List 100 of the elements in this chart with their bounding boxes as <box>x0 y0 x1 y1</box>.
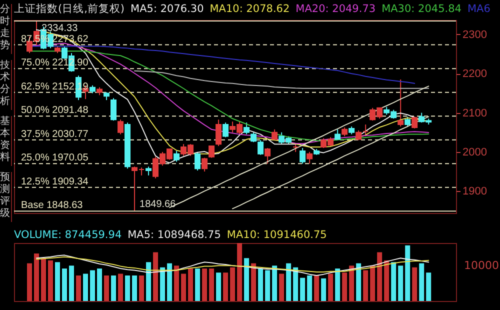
text: VOLUME: 874459.94 <box>14 229 122 241</box>
bar <box>419 263 424 301</box>
text: 技术分析 <box>0 60 12 110</box>
y-tick-label: 2000 <box>462 146 487 158</box>
bar <box>244 258 250 301</box>
candlestick <box>356 130 362 141</box>
y-tick-label: 2300 <box>462 28 487 41</box>
text: 基本资料 <box>0 116 12 166</box>
bar <box>342 272 348 301</box>
candlestick <box>250 132 257 143</box>
bar <box>356 263 362 301</box>
y-tick-label: 2200 <box>462 68 487 80</box>
annotation: 1849.66 <box>140 198 176 210</box>
candlestick <box>194 151 201 172</box>
bar <box>363 270 368 301</box>
bar <box>195 268 200 301</box>
bar <box>48 260 54 301</box>
bar <box>223 272 228 301</box>
line-series <box>134 70 430 89</box>
bar <box>139 275 144 301</box>
candlestick <box>412 116 418 129</box>
bar <box>349 266 354 301</box>
bar <box>202 268 208 301</box>
bar <box>90 270 96 301</box>
bar <box>377 252 382 301</box>
bar <box>300 278 306 301</box>
bar <box>174 266 180 301</box>
bar <box>265 270 270 301</box>
y-tick-label: 2100 <box>462 107 487 120</box>
bar <box>160 267 166 301</box>
bar <box>384 260 390 301</box>
bar <box>76 275 82 301</box>
candlestick <box>118 119 124 135</box>
candlestick <box>222 122 229 138</box>
bar <box>118 274 124 301</box>
text: MA10: 1091460.75 <box>226 229 327 241</box>
ref-line-label: 50.0% 2091.48 <box>21 105 89 116</box>
candlestick <box>398 79 404 127</box>
text: 分时走势 <box>0 4 12 54</box>
ref-line-label: 25.0% 1970.05 <box>21 152 89 164</box>
bar <box>314 275 320 301</box>
bar <box>258 268 264 301</box>
candlestick <box>208 146 215 158</box>
text: 10000 <box>464 259 499 272</box>
text: 预测评级 <box>0 172 12 222</box>
text: MA10: 2078.62 <box>210 3 290 15</box>
bar <box>272 266 278 301</box>
bar <box>62 268 68 301</box>
candlestick <box>216 119 222 147</box>
text: MA20: 2049.73 <box>296 3 376 15</box>
candlestick <box>306 151 313 164</box>
bar <box>146 262 152 301</box>
bar <box>230 267 236 301</box>
bar <box>97 268 102 301</box>
candlestick <box>202 157 208 172</box>
candlestick <box>258 140 264 156</box>
bar <box>41 258 46 301</box>
bar <box>279 274 284 301</box>
bar <box>293 267 298 301</box>
bar <box>167 263 172 301</box>
bar <box>132 275 138 301</box>
candlestick <box>244 122 250 135</box>
text: MA30: 2045.84 <box>382 3 462 15</box>
bar <box>153 252 158 301</box>
bar <box>405 245 410 301</box>
ref-line-label: 37.5% 2030.77 <box>21 128 89 140</box>
bar <box>83 274 88 301</box>
bar <box>251 263 256 301</box>
bar <box>181 274 186 301</box>
candlestick <box>404 116 411 127</box>
candlestick <box>110 98 117 122</box>
bar <box>125 275 130 301</box>
bar <box>321 278 326 301</box>
ref-line-label: Base 1848.63 <box>21 200 84 212</box>
bar <box>335 268 340 301</box>
bar <box>328 274 334 301</box>
bar <box>34 253 40 301</box>
bar <box>370 266 376 301</box>
bar <box>27 263 32 301</box>
candlestick <box>264 148 271 164</box>
bar <box>216 272 222 301</box>
bar <box>412 267 418 301</box>
candlestick <box>300 148 306 164</box>
bar <box>286 263 292 301</box>
bar <box>188 268 194 301</box>
bar <box>55 262 60 301</box>
bar <box>398 266 404 301</box>
ref-line-label: 12.5% 1909.34 <box>21 176 89 188</box>
text: MA6 <box>467 3 490 15</box>
bar <box>237 243 242 301</box>
bar <box>111 275 116 301</box>
text: MA5: 1089468.75 <box>128 229 221 241</box>
bar <box>104 275 110 301</box>
bar <box>69 266 74 301</box>
text: MA5: 2076.30 <box>130 3 204 15</box>
bar <box>391 262 396 301</box>
candlestick <box>174 150 180 162</box>
candlestick <box>362 124 369 137</box>
bar <box>209 268 214 301</box>
bar <box>426 272 432 301</box>
